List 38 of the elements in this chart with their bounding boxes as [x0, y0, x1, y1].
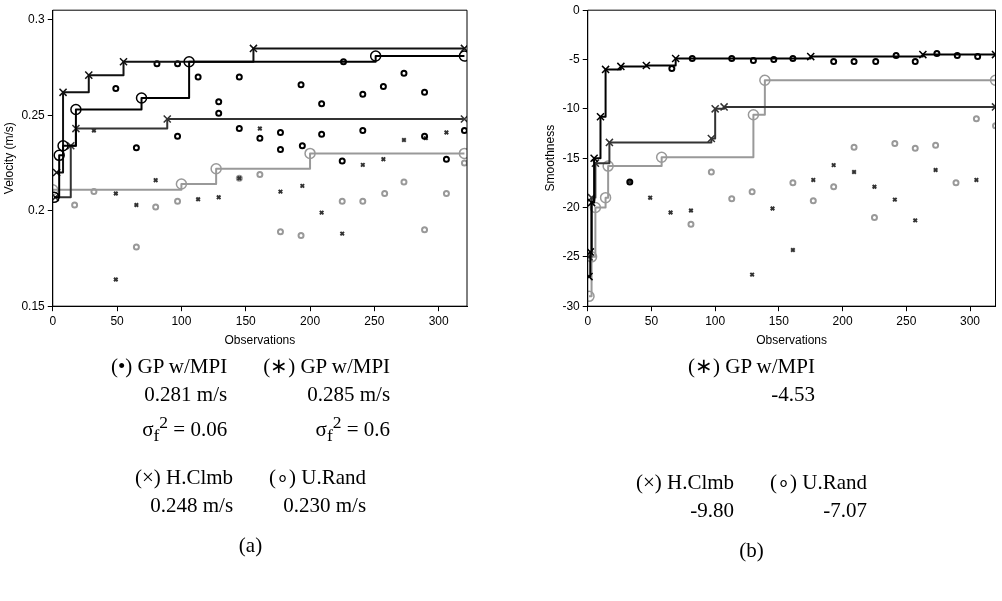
text: (b) [738, 538, 765, 563]
x-tick-label: 0 [49, 313, 57, 328]
x-tick-label: 250 [364, 313, 385, 328]
x-tick-label: 200 [300, 313, 321, 328]
x-tick-label: 250 [896, 313, 917, 328]
x-tick-label: 0 [584, 313, 592, 328]
x-tick-label: 100 [705, 313, 726, 328]
text: (×) H.Clmb 0.248 m/s [134, 464, 234, 520]
y-tick-label: -30 [562, 298, 581, 313]
y-tick-label: -15 [562, 150, 581, 165]
x-tick-label: 50 [644, 313, 659, 328]
y-axis-title: Smoothness [542, 124, 557, 192]
text: (×) H.Clmb -9.80 [635, 469, 735, 524]
y-tick-label: -25 [562, 249, 581, 264]
x-tick-label: 150 [768, 313, 790, 328]
text: (∗) GP w/MPI 0.285 m/s σ$_{f}$$^{2}$ = 0.6 [263, 353, 391, 448]
y-tick-label: 0.3 [28, 12, 46, 27]
text: (•) GP w/MPI 0.281 m/s σ$_{f}$$^{2}$ = 0.06 [110, 353, 228, 448]
x-tick-label: 300 [960, 313, 981, 328]
x-tick-label: 200 [832, 313, 853, 328]
x-tick-label: 300 [428, 313, 450, 328]
y-tick-label: 0 [573, 2, 581, 17]
x-tick-label: 100 [171, 313, 192, 328]
y-tick-label: 0.15 [21, 298, 46, 313]
y-tick-label: 0.25 [21, 107, 46, 122]
text: (∘) U.Rand -7.07 [770, 469, 868, 524]
text: (∘) U.Rand 0.230 m/s [269, 464, 367, 520]
x-tick-label: 50 [110, 313, 125, 328]
y-tick-label: 0.2 [28, 203, 46, 218]
y-tick-label: -10 [562, 101, 581, 116]
text: (a) [237, 533, 264, 559]
y-axis-title: Velocity (m/s) [1, 122, 16, 195]
text: (∗) GP w/MPI -4.53 [688, 353, 815, 408]
y-tick-label: -5 [569, 51, 581, 66]
x-axis-title: Observations [756, 333, 827, 348]
x-axis-title: Observations [224, 333, 296, 348]
x-tick-label: 150 [235, 313, 257, 328]
y-tick-label: -20 [562, 199, 581, 214]
